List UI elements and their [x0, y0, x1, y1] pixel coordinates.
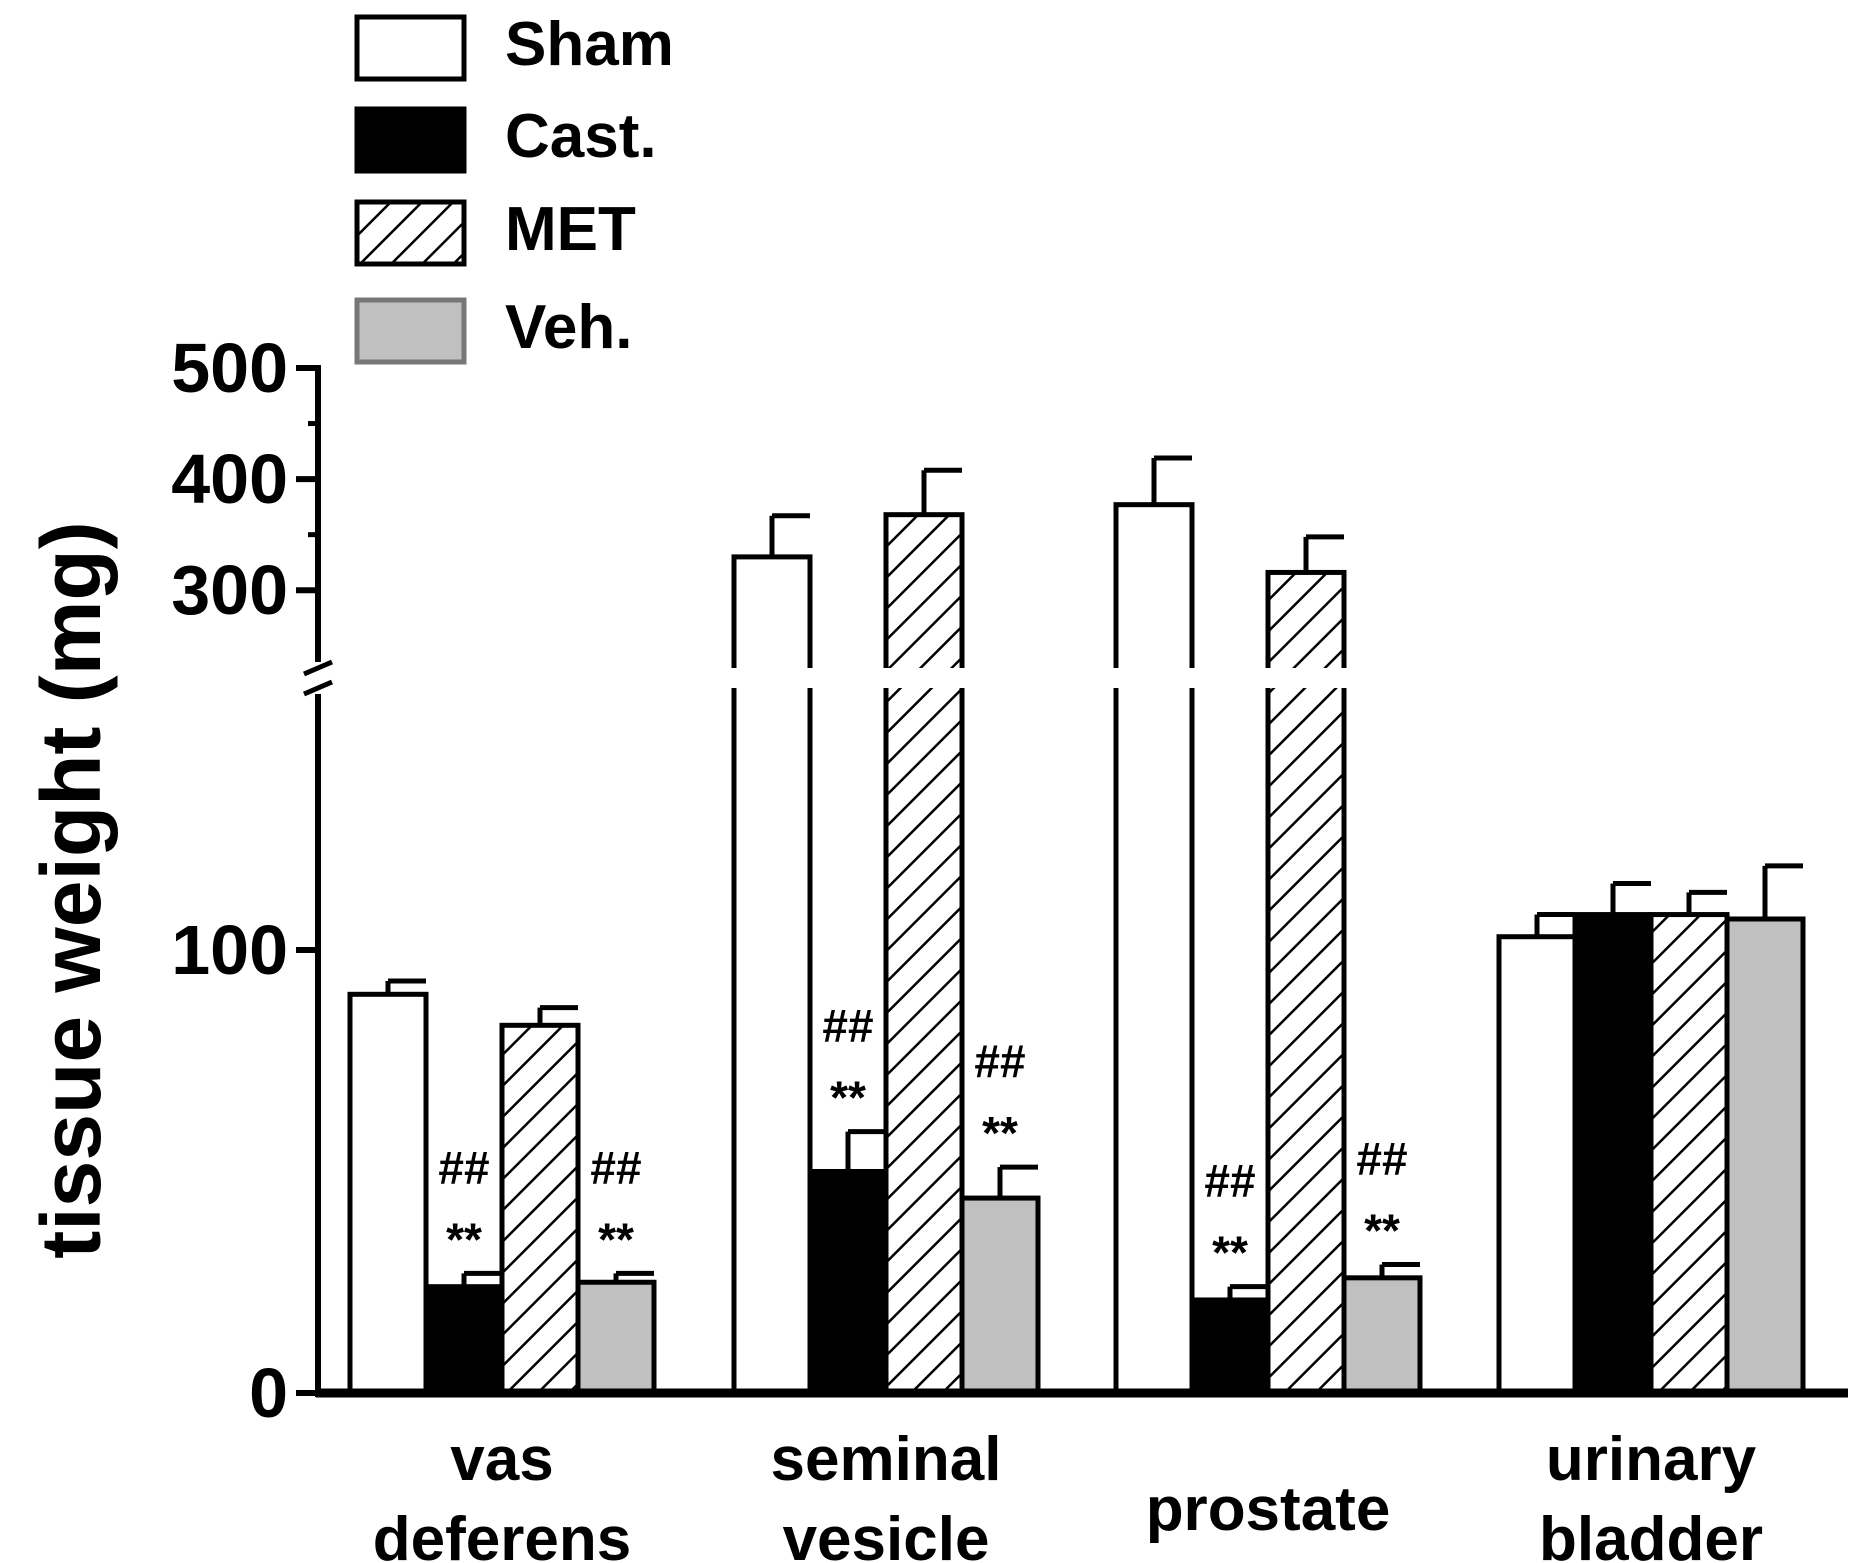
- legend-swatch: [354, 106, 467, 174]
- legend-label: Veh.: [505, 293, 633, 362]
- y-tick-label: 400: [171, 440, 288, 518]
- bar: [1189, 1297, 1271, 1396]
- star-annotation: **: [598, 1213, 634, 1265]
- y-axis-label: tissue weight (mg): [24, 521, 118, 1258]
- bar: [883, 512, 965, 1396]
- y-tick-label: 100: [171, 911, 288, 989]
- star-annotation: **: [830, 1072, 866, 1124]
- bar-break-gap: [882, 668, 966, 688]
- x-category-label: urinary: [1546, 1425, 1757, 1494]
- bar: [1496, 934, 1578, 1396]
- legend: Sham Cast. MET Veh.: [354, 10, 674, 365]
- legend-swatch: [354, 14, 467, 82]
- hash-annotation: ##: [1356, 1133, 1407, 1185]
- x-category-label: deferens: [373, 1505, 631, 1563]
- star-annotation: **: [1212, 1227, 1248, 1279]
- x-category-label: bladder: [1539, 1505, 1763, 1563]
- bar: [1724, 916, 1806, 1396]
- significance-annotations: ## ** ## ** ## ** ## ** ## ** ## **: [438, 1000, 1407, 1279]
- bar: [1265, 569, 1347, 1396]
- legend-label: MET: [505, 195, 636, 264]
- star-annotation: **: [446, 1213, 482, 1265]
- bar: [499, 1022, 581, 1396]
- y-tick-label: 500: [171, 329, 288, 407]
- x-category-label: prostate: [1146, 1475, 1391, 1544]
- legend-swatch: [354, 199, 467, 267]
- bar: [1113, 502, 1195, 1396]
- x-category-label: seminal: [771, 1425, 1002, 1494]
- x-axis-labels: vas deferens seminal vesicle prostate urinary…: [373, 1425, 1763, 1563]
- hash-annotation: ##: [1204, 1155, 1255, 1207]
- bar: [959, 1195, 1041, 1396]
- legend-swatch: [354, 297, 467, 365]
- bar-break-gap: [730, 668, 814, 688]
- y-tick-label: 0: [249, 1354, 288, 1432]
- hash-annotation: ##: [822, 1000, 873, 1052]
- y-tick-label: 300: [171, 551, 288, 629]
- bar: [1648, 912, 1730, 1396]
- bar: [347, 991, 429, 1396]
- star-annotation: **: [1364, 1205, 1400, 1257]
- bars: [347, 502, 1806, 1396]
- hash-annotation: ##: [438, 1141, 489, 1193]
- star-annotation: **: [982, 1107, 1018, 1159]
- x-category-label: vas: [450, 1425, 553, 1494]
- error-bars: [385, 455, 1803, 1300]
- bar-break-gap: [1112, 668, 1196, 688]
- bar: [807, 1169, 889, 1396]
- axis-break-mark: [303, 679, 333, 697]
- axis-break-mark: [303, 659, 333, 677]
- bar: [575, 1279, 657, 1396]
- bar: [1572, 912, 1654, 1396]
- hash-annotation: ##: [590, 1141, 641, 1193]
- hash-annotation: ##: [974, 1035, 1025, 1087]
- bar: [1341, 1275, 1423, 1396]
- legend-label: Cast.: [505, 102, 657, 171]
- legend-label: Sham: [505, 10, 674, 79]
- bar: [423, 1284, 505, 1396]
- bar: [731, 554, 813, 1396]
- axes: 0 100 300 400 500: [171, 329, 1848, 1432]
- x-category-label: vesicle: [783, 1505, 990, 1563]
- bar-break-gap: [1264, 668, 1348, 688]
